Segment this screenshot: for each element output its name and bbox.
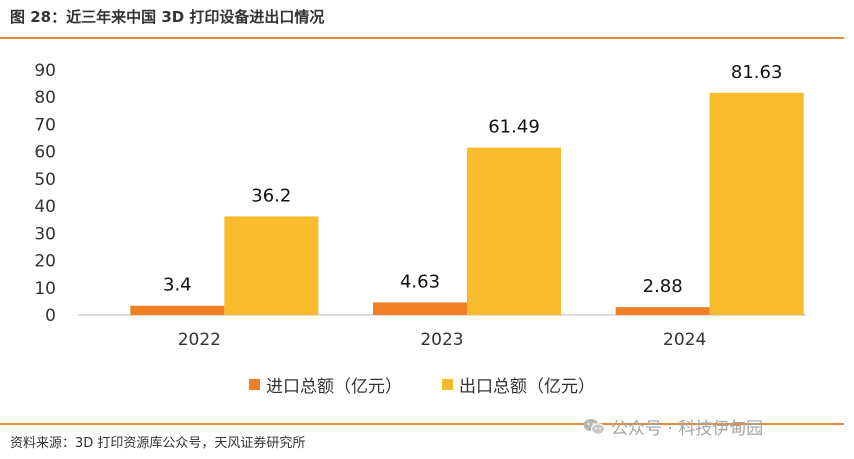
y-tick-label: 60 (34, 143, 56, 163)
bar-export (224, 216, 319, 315)
bar-export (709, 92, 804, 315)
data-label-import: 3.4 (163, 275, 192, 296)
bar-import (373, 302, 467, 315)
y-tick-label: 80 (34, 88, 56, 108)
bar-import (130, 305, 225, 315)
footer-rule (0, 423, 844, 425)
figure-title: 图 28：近三年来中国 3D 打印设备进出口情况 (10, 8, 325, 26)
y-tick-label: 70 (34, 115, 56, 135)
legend-label-import: 进口总额（亿元） (266, 377, 402, 397)
legend-swatch-import (249, 379, 260, 390)
data-label-import: 4.63 (400, 271, 440, 292)
y-tick-label: 90 (34, 61, 56, 81)
y-tick-label: 30 (34, 224, 56, 244)
source-note: 资料来源：3D 打印资源库公众号，天风证券研究所 (10, 436, 306, 451)
x-tick-label: 2024 (663, 330, 706, 350)
x-tick-label: 2023 (420, 330, 463, 350)
wechat-icon (583, 418, 605, 436)
y-tick-label: 0 (45, 306, 56, 326)
y-tick-label: 50 (34, 170, 56, 190)
chart-legend: 进口总额（亿元） 出口总额（亿元） (0, 372, 844, 397)
x-tick-label: 2022 (178, 330, 221, 350)
watermark: 公众号 · 科技伊甸园 (583, 414, 763, 439)
data-label-export: 61.49 (488, 117, 540, 138)
watermark-text: 公众号 · 科技伊甸园 (611, 419, 764, 439)
legend-item-export: 出口总额（亿元） (442, 372, 595, 397)
legend-label-export: 出口总额（亿元） (459, 377, 595, 397)
y-tick-label: 20 (34, 252, 56, 272)
y-tick-label: 40 (34, 197, 56, 217)
data-label-export: 36.2 (251, 185, 291, 206)
data-label-import: 2.88 (643, 276, 683, 297)
data-label-export: 81.63 (731, 62, 783, 83)
bar-import (615, 307, 710, 315)
legend-swatch-export (442, 379, 453, 390)
title-rule (0, 37, 844, 39)
bar-export (467, 147, 561, 315)
y-tick-label: 10 (34, 279, 56, 299)
legend-item-import: 进口总额（亿元） (249, 372, 402, 397)
